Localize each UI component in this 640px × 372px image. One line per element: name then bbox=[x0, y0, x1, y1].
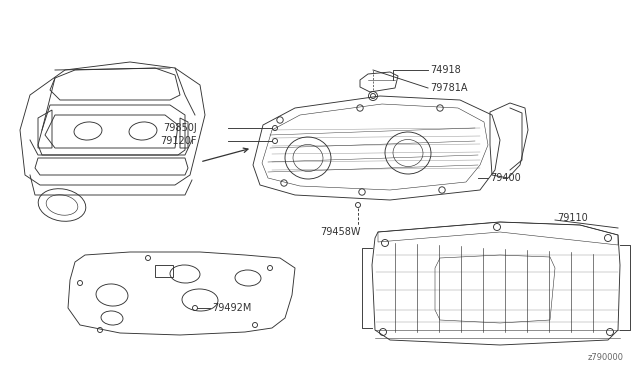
Text: 79120F: 79120F bbox=[161, 136, 197, 146]
Text: 79400: 79400 bbox=[490, 173, 521, 183]
Text: 79492M: 79492M bbox=[212, 303, 252, 313]
Text: 79781A: 79781A bbox=[430, 83, 467, 93]
Text: 79850J: 79850J bbox=[163, 123, 197, 133]
Bar bbox=[155, 265, 173, 277]
Text: 79110: 79110 bbox=[557, 213, 588, 223]
Text: z790000: z790000 bbox=[588, 353, 624, 362]
Text: 74918: 74918 bbox=[430, 65, 461, 75]
Text: 79458W: 79458W bbox=[320, 227, 360, 237]
